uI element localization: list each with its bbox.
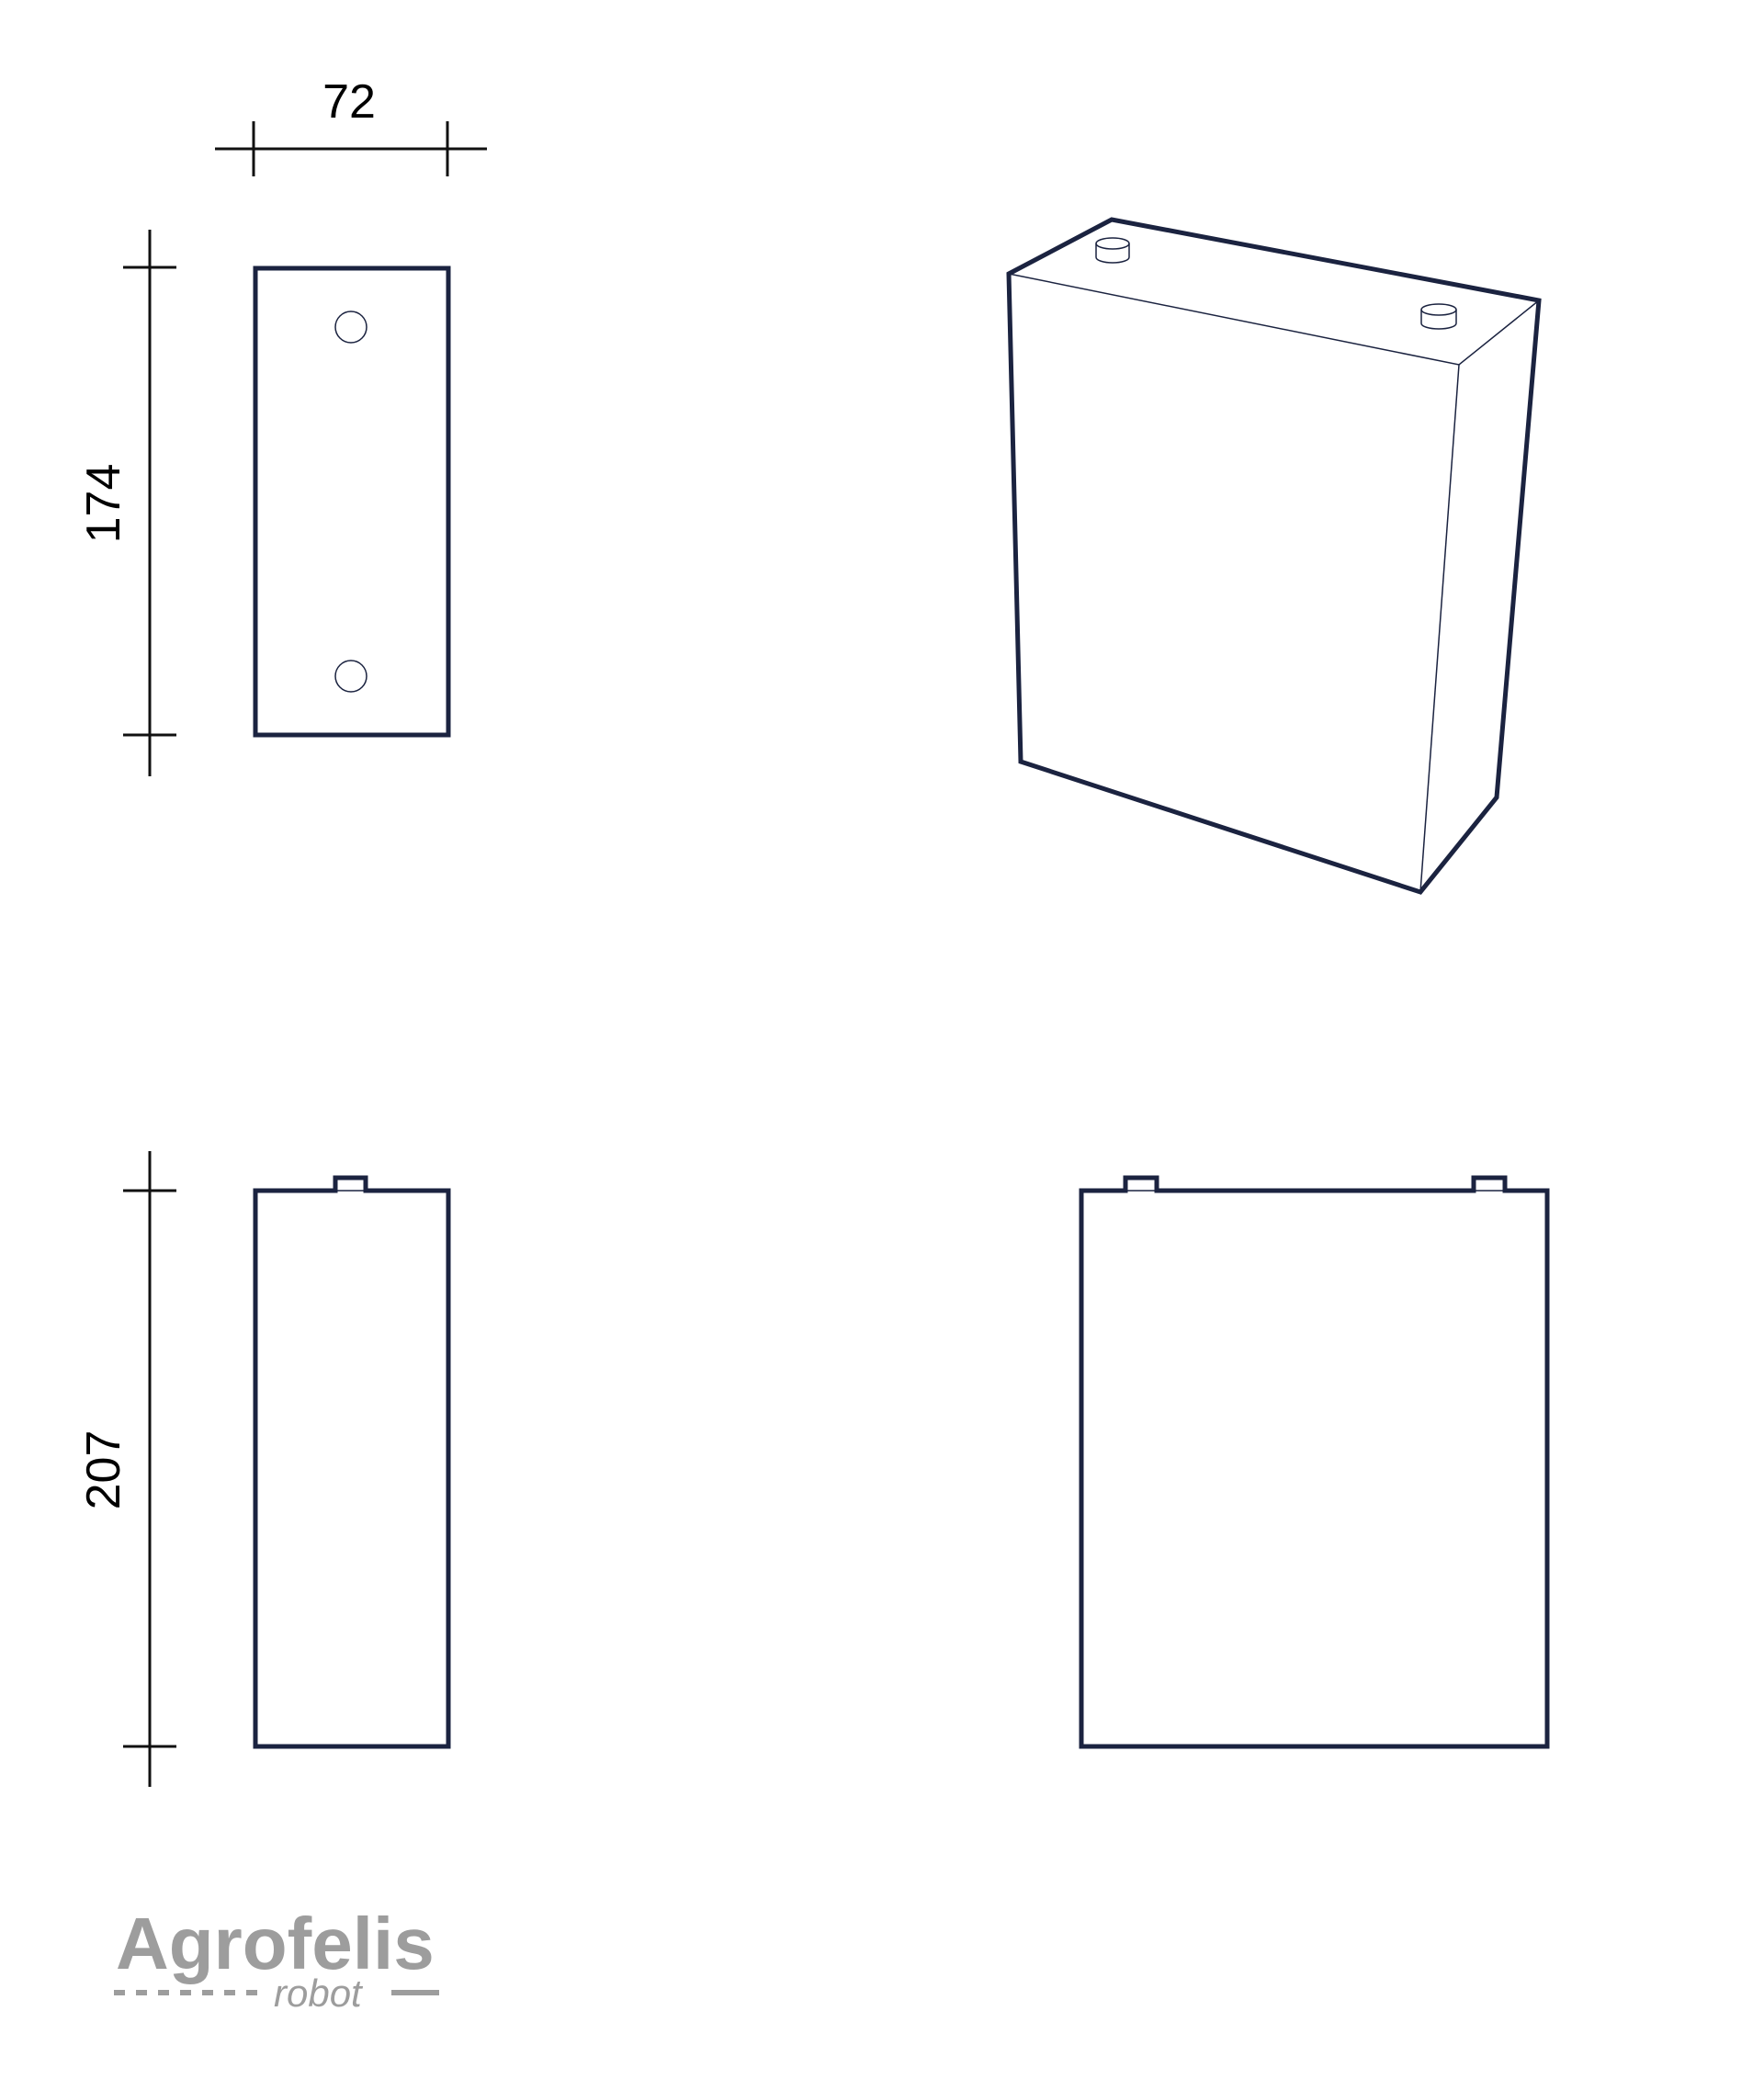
agrofelis-logo: Agrofelis robot (114, 1903, 439, 2015)
width-dimension: 72 (215, 75, 487, 176)
isometric-view (1006, 217, 1542, 895)
top-view-terminal (334, 311, 368, 344)
isometric-terminal (1095, 237, 1130, 264)
depth-dimension: 174 (77, 230, 176, 776)
top-view-terminal (334, 660, 368, 693)
width-dimension-label: 72 (322, 75, 376, 129)
front-view (1079, 1175, 1550, 1749)
isometric-terminal (1420, 303, 1457, 330)
height-dimension: 207 (77, 1151, 176, 1787)
top-view (253, 266, 451, 738)
logo-tagline: robot (274, 1972, 364, 2015)
height-dimension-label: 207 (77, 1430, 130, 1510)
logo-name: Agrofelis (116, 1903, 435, 1984)
side-view (253, 1175, 451, 1749)
depth-dimension-label: 174 (77, 464, 130, 544)
